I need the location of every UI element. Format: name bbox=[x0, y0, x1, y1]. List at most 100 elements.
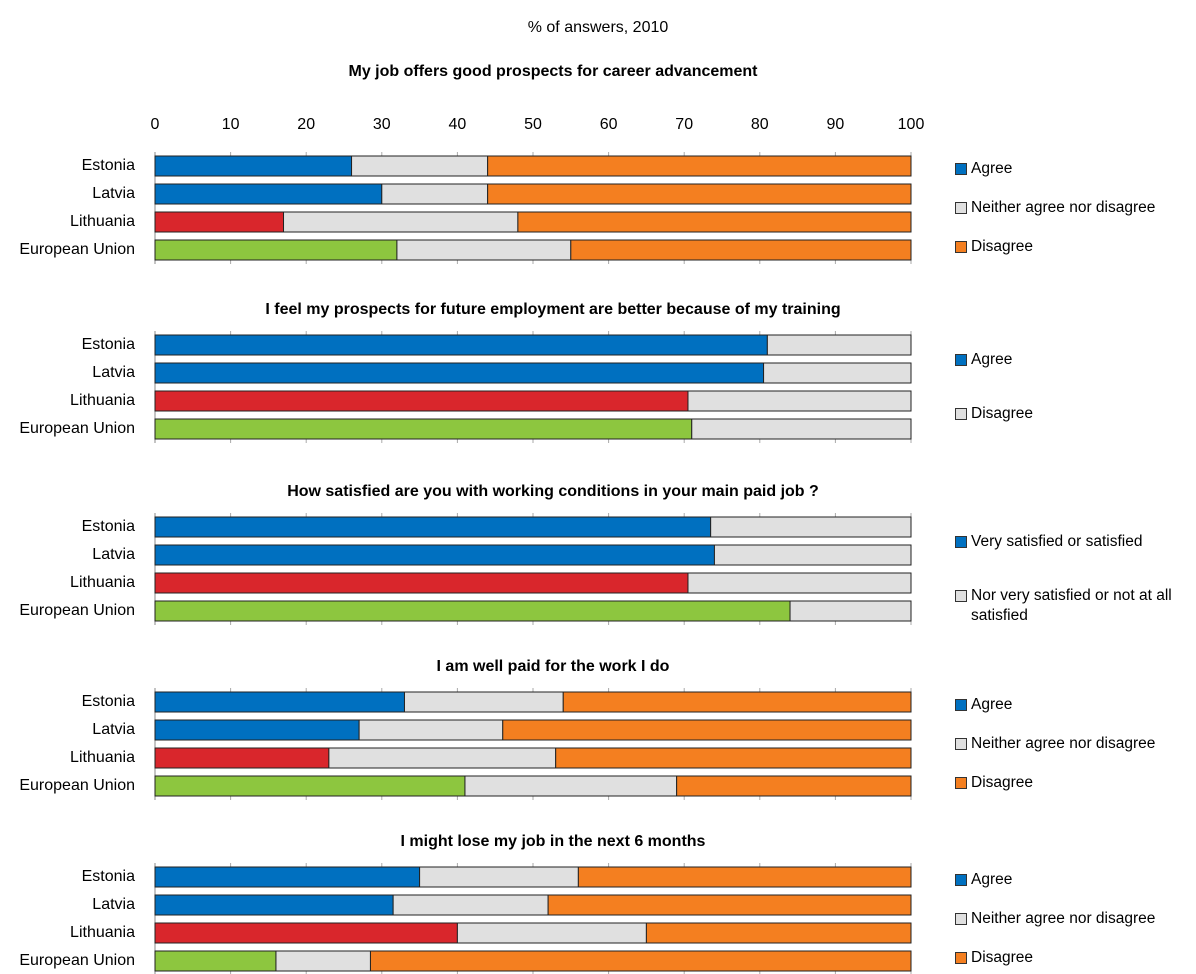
bar-segment bbox=[154, 211, 285, 233]
bar-segment bbox=[577, 866, 912, 888]
x-tick-label: 40 bbox=[449, 116, 467, 133]
bar-segment bbox=[687, 572, 912, 594]
chart-title: % of answers, 2010 bbox=[528, 19, 669, 36]
bar-segment bbox=[154, 950, 277, 972]
bar-segment bbox=[283, 211, 519, 233]
bar-segment bbox=[154, 719, 360, 741]
legend-item: Agree bbox=[955, 350, 1193, 370]
category-label: Latvia bbox=[92, 364, 135, 381]
legend-swatch bbox=[955, 202, 967, 214]
panel-title: My job offers good prospects for career … bbox=[349, 63, 759, 80]
bar-segment bbox=[369, 950, 912, 972]
panel-title: I might lose my job in the next 6 months bbox=[401, 833, 706, 850]
bar-segment bbox=[154, 747, 330, 769]
legend-item: Agree bbox=[955, 695, 1193, 715]
category-label: Estonia bbox=[82, 157, 135, 174]
bar-segment bbox=[154, 600, 791, 622]
bar-segment bbox=[555, 747, 912, 769]
legend-swatch bbox=[955, 590, 967, 602]
legend-label: Agree bbox=[971, 351, 1013, 368]
x-tick-label: 60 bbox=[600, 116, 618, 133]
legend-swatch bbox=[955, 241, 967, 253]
x-tick-label: 50 bbox=[524, 116, 542, 133]
legend-label: Neither agree nor disagree bbox=[971, 910, 1156, 927]
bar-segment bbox=[763, 362, 912, 384]
legend-swatch bbox=[955, 913, 967, 925]
bar-segment bbox=[154, 362, 765, 384]
bar-segment bbox=[789, 600, 912, 622]
legend-item: Disagree bbox=[955, 948, 1193, 968]
bar-segment bbox=[456, 922, 647, 944]
bar-segment bbox=[396, 239, 572, 261]
panel-title: How satisfied are you with working condi… bbox=[287, 483, 819, 500]
bar-segment bbox=[562, 691, 912, 713]
category-label: Lithuania bbox=[70, 574, 135, 591]
bar-segment bbox=[713, 544, 912, 566]
category-label: European Union bbox=[19, 602, 135, 619]
category-label: Latvia bbox=[92, 185, 135, 202]
legend-swatch bbox=[955, 874, 967, 886]
legend-swatch bbox=[955, 699, 967, 711]
category-label: Lithuania bbox=[70, 213, 135, 230]
bar-segment bbox=[676, 775, 912, 797]
category-label: Latvia bbox=[92, 721, 135, 738]
bar-segment bbox=[645, 922, 912, 944]
x-tick-label: 90 bbox=[827, 116, 845, 133]
bar-segment bbox=[570, 239, 912, 261]
legend-item: Neither agree nor disagree bbox=[955, 909, 1193, 929]
legend-label: Agree bbox=[971, 160, 1013, 177]
bar-segment bbox=[766, 334, 912, 356]
category-label: European Union bbox=[19, 241, 135, 258]
bar-segment bbox=[275, 950, 371, 972]
bar-segment bbox=[547, 894, 912, 916]
legend-item: Agree bbox=[955, 870, 1193, 890]
legend-swatch bbox=[955, 163, 967, 175]
bar-segment bbox=[328, 747, 557, 769]
bar-segment bbox=[154, 572, 689, 594]
panel-title: I feel my prospects for future employmen… bbox=[265, 301, 840, 318]
legend-item: Nor very satisfied or not at all satisfi… bbox=[955, 586, 1193, 626]
category-label: European Union bbox=[19, 952, 135, 969]
bar-segment bbox=[154, 922, 458, 944]
x-tick-label: 70 bbox=[675, 116, 693, 133]
category-label: European Union bbox=[19, 420, 135, 437]
legend-label: Disagree bbox=[971, 774, 1034, 791]
x-tick-label: 10 bbox=[222, 116, 240, 133]
legend-item: Agree bbox=[955, 159, 1193, 179]
x-tick-label: 0 bbox=[151, 116, 160, 133]
legend-item: Very satisfied or satisfied bbox=[955, 532, 1193, 552]
category-label: Lithuania bbox=[70, 924, 135, 941]
category-label: Latvia bbox=[92, 896, 135, 913]
legend-swatch bbox=[955, 354, 967, 366]
bar-segment bbox=[154, 516, 712, 538]
bar-segment bbox=[154, 418, 693, 440]
bar-segment bbox=[154, 691, 405, 713]
x-tick-label: 20 bbox=[297, 116, 315, 133]
legend-label: Agree bbox=[971, 871, 1013, 888]
legend-item: Disagree bbox=[955, 773, 1193, 793]
bar-segment bbox=[358, 719, 504, 741]
legend-item: Disagree bbox=[955, 237, 1193, 257]
bar-segment bbox=[687, 390, 912, 412]
x-tick-label: 80 bbox=[751, 116, 769, 133]
category-label: Latvia bbox=[92, 546, 135, 563]
category-label: Lithuania bbox=[70, 749, 135, 766]
legend-item: Disagree bbox=[955, 404, 1193, 424]
legend-label: Neither agree nor disagree bbox=[971, 735, 1156, 752]
bar-segment bbox=[351, 155, 489, 177]
legend-label: Disagree bbox=[971, 405, 1034, 422]
panel-title: I am well paid for the work I do bbox=[437, 658, 670, 675]
legend-label: Nor very satisfied or not at all satisfi… bbox=[971, 587, 1172, 624]
x-tick-label: 100 bbox=[898, 116, 925, 133]
bar-segment bbox=[154, 155, 353, 177]
legend-swatch bbox=[955, 408, 967, 420]
bar-segment bbox=[403, 691, 564, 713]
legend-label: Disagree bbox=[971, 238, 1034, 255]
bar-segment bbox=[710, 516, 912, 538]
legend-swatch bbox=[955, 952, 967, 964]
legend-label: Neither agree nor disagree bbox=[971, 199, 1156, 216]
bar-segment bbox=[154, 390, 689, 412]
legend-item: Neither agree nor disagree bbox=[955, 734, 1193, 754]
